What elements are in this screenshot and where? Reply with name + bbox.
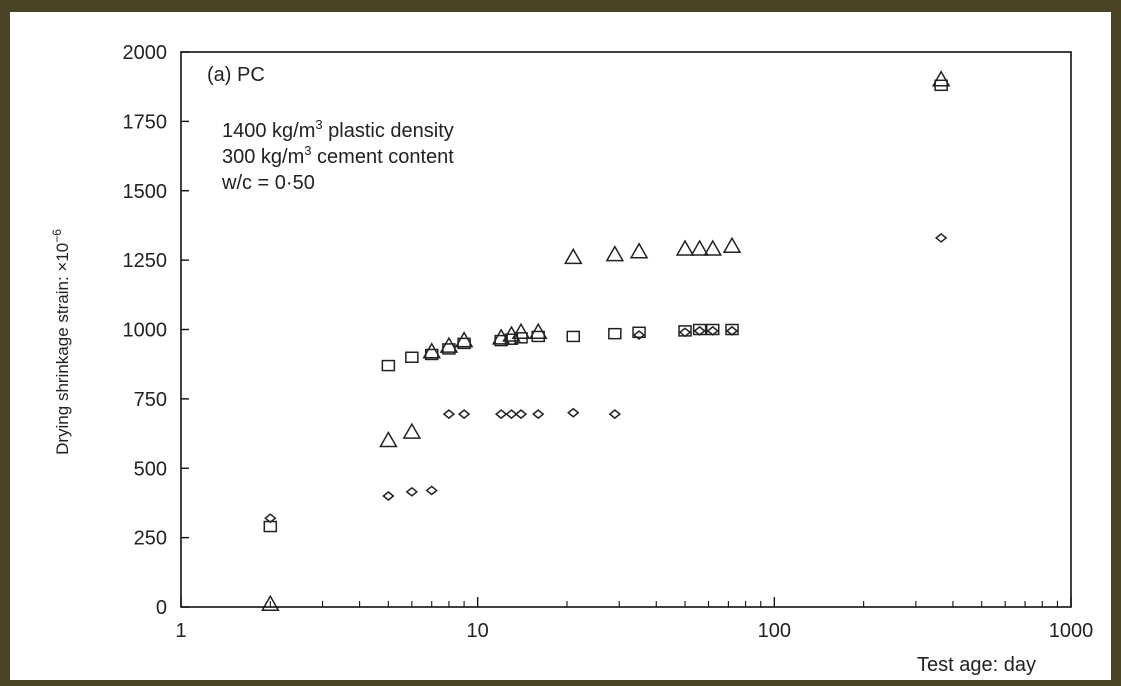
y-tick-label: 750 — [134, 389, 167, 411]
square-point — [566, 330, 581, 343]
diamond-point — [608, 409, 622, 420]
diamond-point — [514, 409, 528, 420]
diamond-point — [457, 409, 471, 420]
x-tick-label: 1 — [175, 620, 186, 642]
diamond-point — [505, 409, 518, 420]
diamond-point — [442, 409, 456, 420]
triangle-point — [439, 336, 459, 353]
diamond-point — [425, 485, 438, 496]
triangle-point — [690, 239, 709, 256]
square-point — [494, 334, 508, 347]
square-point — [405, 351, 419, 363]
data-marks — [261, 70, 951, 611]
square-point — [424, 348, 439, 361]
triangle-point — [703, 239, 723, 256]
chart-panel: 0 250 500 750 1000 1250 1500 1750 2000 1 10 100 1000… — [10, 12, 1111, 680]
y-tick-label: 250 — [134, 528, 167, 550]
x-axis-title: Test age: day — [917, 654, 1036, 676]
diamond-point — [725, 325, 739, 336]
triangle-point — [511, 322, 531, 340]
chart-svg: 0 250 500 750 1000 1250 1500 1750 2000 1 10 100 1000… — [50, 42, 1094, 676]
triangle-point — [563, 247, 583, 265]
square-point — [442, 343, 456, 355]
diamond-point — [632, 330, 646, 341]
y-tick-label: 0 — [156, 597, 167, 619]
diamond-point — [706, 325, 719, 336]
triangle-point — [454, 331, 474, 348]
diamond-point — [934, 232, 948, 243]
square-point — [381, 359, 396, 372]
y-tick-label: 1250 — [123, 250, 168, 272]
square-point — [632, 326, 646, 339]
x-tick-label: 100 — [758, 620, 791, 642]
triangle-point — [931, 70, 951, 87]
diamond-point — [494, 409, 508, 420]
diamond-point — [532, 409, 545, 420]
square-point — [457, 337, 471, 350]
diamond-point — [264, 513, 277, 524]
y-axis-title: Drying shrinkage strain: ×10−6 — [50, 229, 72, 455]
diamond-point — [567, 407, 580, 418]
y-tick-label: 1750 — [123, 111, 168, 133]
triangle-point — [422, 342, 442, 359]
x-tick-label: 10 — [467, 620, 489, 642]
square-point — [608, 327, 622, 340]
square-point — [514, 332, 528, 344]
triangle-point — [402, 422, 422, 439]
axis-ticks: 0 250 500 750 1000 1250 1500 1750 2000 1 10 100 1000 — [123, 42, 1094, 642]
triangle-point — [629, 242, 649, 259]
square-point — [504, 333, 519, 345]
y-tick-label: 500 — [134, 458, 167, 480]
chart-annotations: (a) PC 1400 kg/m3 plastic density 300 kg… — [207, 64, 454, 194]
panel-label: (a) PC — [207, 64, 265, 86]
y-tick-label: 2000 — [123, 42, 168, 64]
y-tick-label: 1500 — [123, 181, 168, 203]
y-tick-label: 1000 — [123, 320, 168, 342]
square-point — [531, 330, 545, 343]
x-tick-label: 1000 — [1049, 620, 1094, 642]
square-point — [934, 79, 948, 92]
diamond-point — [382, 491, 395, 501]
triangle-point — [605, 245, 625, 262]
diamond-point — [405, 486, 419, 497]
diamond-point — [693, 325, 706, 336]
triangle-point — [675, 239, 695, 256]
triangle-point — [722, 236, 742, 253]
annotation-cement: 300 kg/m3 cement content — [222, 143, 454, 168]
triangle-point — [261, 594, 280, 611]
diamond-point — [678, 327, 692, 338]
annotation-wc-ratio: w/c = 0·50 — [221, 172, 315, 194]
annotation-density: 1400 kg/m3 plastic density — [222, 117, 454, 142]
triangle-point — [379, 430, 398, 448]
